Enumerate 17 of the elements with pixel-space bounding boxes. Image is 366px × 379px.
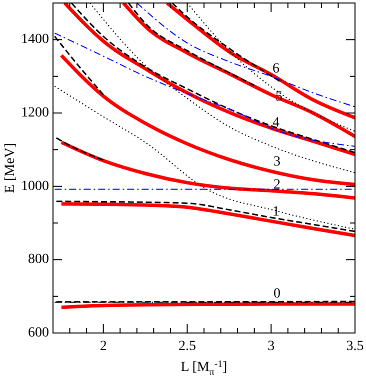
y-tick-label: 1400 xyxy=(21,32,49,48)
annotation: 4 xyxy=(272,116,280,130)
y-tick-label: 1200 xyxy=(21,106,49,120)
x-axis-title: L [M$_{π}$$^{-1}$] xyxy=(180,358,228,378)
x-tick-label: 2.5 xyxy=(178,339,196,354)
annotation: 3 xyxy=(274,154,280,170)
y-axis-title: E [MeV] xyxy=(3,142,18,194)
annotation: 0 xyxy=(274,286,280,302)
x-tick-label: 2 xyxy=(100,339,107,354)
annotation: 1 xyxy=(272,204,280,220)
annotation: 2 xyxy=(274,178,280,192)
y-tick-label: 800 xyxy=(28,252,49,268)
y-tick-label: 1000 xyxy=(21,178,49,194)
x-tick-label: 3.5 xyxy=(346,339,364,354)
y-tick-label: 600 xyxy=(28,326,49,340)
annotation: 6 xyxy=(272,62,280,76)
x-tick-label: 3 xyxy=(268,339,275,354)
